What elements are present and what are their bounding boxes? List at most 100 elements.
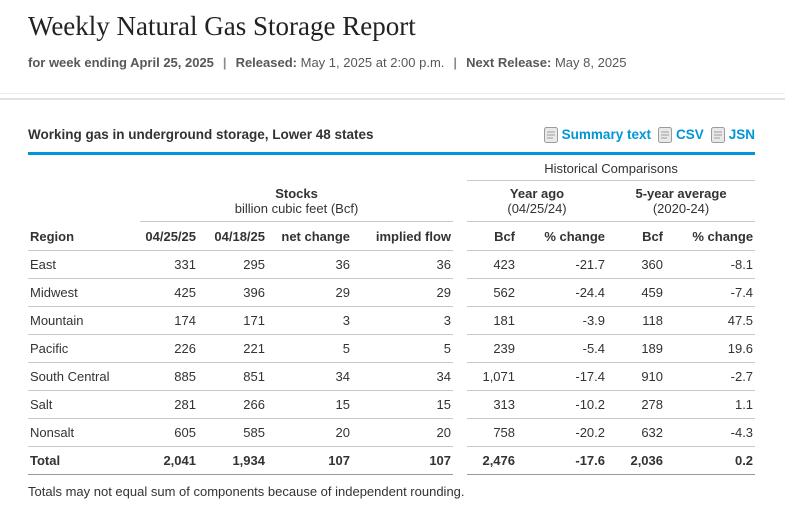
pipe-separator: |: [453, 54, 458, 70]
page-title: Weekly Natural Gas Storage Report: [28, 11, 416, 41]
jsn-link[interactable]: JSN: [710, 126, 755, 143]
column-header-row: Region 04/25/25 04/18/25 net change impl…: [28, 221, 756, 251]
csv-link[interactable]: CSV: [657, 126, 704, 143]
stocks-subtitle: billion cubic feet (Bcf): [234, 200, 359, 216]
header-divider-thick: [0, 97, 785, 100]
region-cell: East: [28, 250, 140, 279]
five-year-pct-cell: 19.6: [665, 334, 756, 363]
five-year-pct-cell: -2.7: [665, 362, 756, 391]
column-header-implied-flow: implied flow: [352, 221, 454, 251]
year-ago-bcf-cell: 423: [467, 250, 518, 279]
region-cell: Nonsalt: [28, 418, 140, 447]
week-ending-text: for week ending April 25, 2025: [28, 54, 214, 70]
region-cell: Total: [28, 446, 140, 475]
document-icon: [657, 126, 672, 143]
column-header-five-year-bcf: Bcf: [607, 221, 666, 251]
stocks-current-cell: 174: [140, 306, 198, 335]
stocks-prev-cell: 295: [198, 250, 267, 279]
five-year-bcf-cell: 360: [607, 250, 666, 279]
five-year-bcf-cell: 118: [607, 306, 666, 335]
year-ago-pct-cell: -20.2: [517, 418, 608, 447]
year-ago-subtitle: (04/25/24): [507, 200, 567, 216]
year-ago-pct-cell: -21.7: [517, 250, 608, 279]
stocks-current-cell: 331: [140, 250, 198, 279]
stocks-prev-cell: 266: [198, 390, 267, 419]
table-row-nonsalt: Nonsalt 605 585 20 20 758 -20.2 632 -4.3: [28, 418, 756, 447]
summary-text-link[interactable]: Summary text: [543, 126, 651, 143]
next-release-label: Next Release:: [466, 54, 552, 70]
column-header-year-ago-bcf: Bcf: [467, 221, 518, 251]
stocks-prev-cell: 171: [198, 306, 267, 335]
implied-flow-cell: 15: [352, 390, 454, 419]
five-year-bcf-cell: 189: [607, 334, 666, 363]
historical-comparisons-header: Historical Comparisons: [467, 154, 756, 181]
stocks-current-cell: 226: [140, 334, 198, 363]
footnote: Totals may not equal sum of components b…: [28, 483, 465, 499]
five-year-pct-cell: 47.5: [665, 306, 756, 335]
column-header-current-week: 04/25/25: [140, 221, 198, 251]
five-year-title: 5-year average: [635, 185, 727, 201]
implied-flow-cell: 107: [352, 446, 454, 475]
column-header-prev-week: 04/18/25: [198, 221, 267, 251]
region-cell: Mountain: [28, 306, 140, 335]
main-content: Working gas in underground storage, Lowe…: [0, 100, 785, 499]
table-row-mountain: Mountain 174 171 3 3 181 -3.9 118 47.5: [28, 306, 756, 335]
region-cell: Salt: [28, 390, 140, 419]
stocks-group-header: Stocks billion cubic feet (Bcf): [140, 180, 454, 222]
stocks-current-cell: 2,041: [140, 446, 198, 475]
five-year-pct-cell: -4.3: [665, 418, 756, 447]
region-cell: Pacific: [28, 334, 140, 363]
link-label: JSN: [728, 127, 755, 143]
report-subtitle: for week ending April 25, 2025 | Released:…: [28, 55, 757, 70]
year-ago-bcf-cell: 2,476: [467, 446, 518, 475]
five-year-pct-cell: 1.1: [665, 390, 756, 419]
table-title-bar: Working gas in underground storage, Lowe…: [28, 126, 755, 143]
net-change-cell: 36: [267, 250, 352, 279]
five-year-group-header: 5-year average (2020-24): [607, 180, 756, 222]
column-header-five-year-pct: % change: [665, 221, 756, 251]
stocks-prev-cell: 396: [198, 278, 267, 307]
stocks-prev-cell: 221: [198, 334, 267, 363]
implied-flow-cell: 20: [352, 418, 454, 447]
pipe-separator: |: [222, 54, 227, 70]
implied-flow-cell: 34: [352, 362, 454, 391]
five-year-bcf-cell: 278: [607, 390, 666, 419]
five-year-pct-cell: 0.2: [665, 446, 756, 475]
year-ago-bcf-cell: 313: [467, 390, 518, 419]
year-ago-group-header: Year ago (04/25/24): [467, 180, 608, 222]
net-change-cell: 107: [267, 446, 352, 475]
year-ago-bcf-cell: 562: [467, 278, 518, 307]
stocks-prev-cell: 585: [198, 418, 267, 447]
link-label: Summary text: [561, 127, 651, 143]
year-ago-pct-cell: -17.6: [517, 446, 608, 475]
year-ago-pct-cell: -10.2: [517, 390, 608, 419]
download-links: Summary text CSV JSN: [543, 126, 755, 143]
five-year-bcf-cell: 2,036: [607, 446, 666, 475]
table-row-total: Total 2,041 1,934 107 107 2,476 -17.6 2,…: [28, 446, 756, 475]
document-icon: [543, 126, 558, 143]
next-release-value: May 8, 2025: [554, 54, 627, 70]
five-year-bcf-cell: 910: [607, 362, 666, 391]
released-value: May 1, 2025 at 2:00 p.m.: [300, 54, 445, 70]
net-change-cell: 20: [267, 418, 352, 447]
stocks-prev-cell: 851: [198, 362, 267, 391]
stocks-current-cell: 281: [140, 390, 198, 419]
implied-flow-cell: 3: [352, 306, 454, 335]
year-ago-bcf-cell: 1,071: [467, 362, 518, 391]
document-icon: [710, 126, 725, 143]
table-row-midwest: Midwest 425 396 29 29 562 -24.4 459 -7.4: [28, 278, 756, 307]
table-row-pacific: Pacific 226 221 5 5 239 -5.4 189 19.6: [28, 334, 756, 363]
link-label: CSV: [675, 127, 704, 143]
net-change-cell: 3: [267, 306, 352, 335]
column-header-year-ago-pct: % change: [517, 221, 608, 251]
report-header: Weekly Natural Gas Storage Report for we…: [0, 0, 785, 70]
implied-flow-cell: 36: [352, 250, 454, 279]
year-ago-bcf-cell: 758: [467, 418, 518, 447]
year-ago-bcf-cell: 239: [467, 334, 518, 363]
accent-rule: [28, 151, 755, 155]
five-year-bcf-cell: 459: [607, 278, 666, 307]
storage-table: Historical Comparisons Stocks billion cu…: [28, 154, 756, 475]
group-header-row: Stocks billion cubic feet (Bcf) Year ago…: [28, 180, 756, 222]
released-label: Released:: [235, 54, 297, 70]
five-year-pct-cell: -8.1: [665, 250, 756, 279]
